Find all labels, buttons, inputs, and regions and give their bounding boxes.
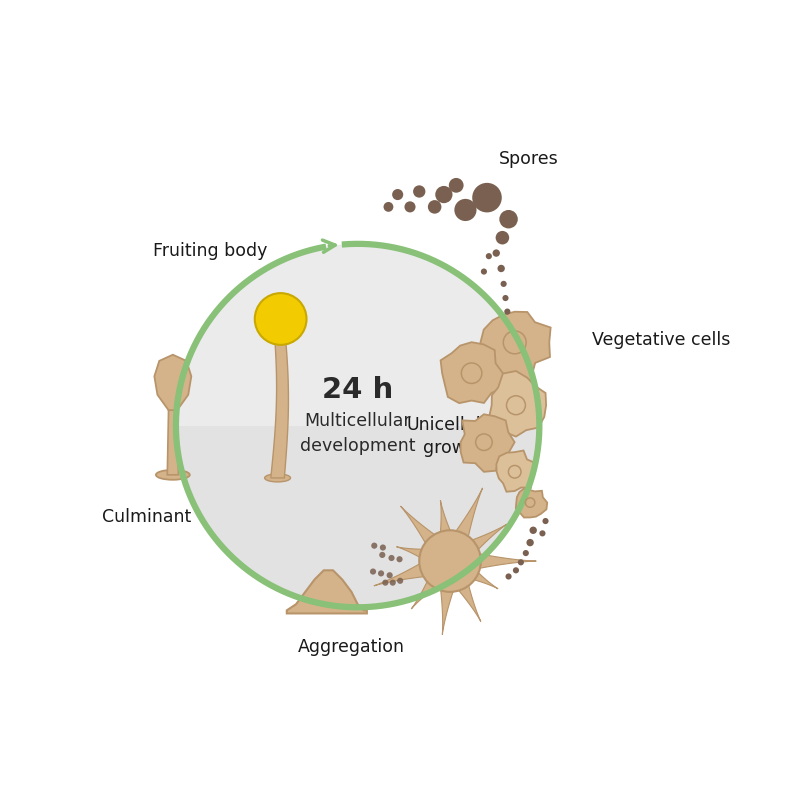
Polygon shape (437, 560, 463, 634)
Ellipse shape (265, 474, 290, 482)
Text: Vegetative cells: Vegetative cells (592, 331, 730, 350)
Circle shape (499, 210, 518, 229)
Circle shape (518, 559, 524, 566)
Circle shape (382, 579, 389, 586)
Polygon shape (437, 500, 463, 563)
Circle shape (502, 295, 509, 301)
Circle shape (486, 253, 492, 259)
Wedge shape (176, 244, 539, 426)
Circle shape (397, 556, 402, 562)
Circle shape (379, 552, 386, 558)
Polygon shape (443, 550, 498, 589)
Circle shape (383, 202, 394, 212)
Circle shape (539, 530, 546, 537)
Ellipse shape (156, 470, 190, 480)
Circle shape (392, 189, 403, 200)
Circle shape (501, 281, 506, 287)
Circle shape (428, 200, 442, 214)
Circle shape (380, 545, 386, 550)
Circle shape (254, 293, 306, 345)
Circle shape (389, 555, 394, 561)
Polygon shape (397, 546, 454, 574)
Circle shape (371, 542, 378, 549)
Text: 24 h: 24 h (322, 376, 394, 404)
Circle shape (405, 202, 415, 213)
Circle shape (530, 526, 537, 534)
Circle shape (542, 518, 549, 524)
Polygon shape (270, 342, 289, 478)
Circle shape (370, 569, 376, 574)
Circle shape (513, 567, 519, 574)
Circle shape (522, 550, 529, 556)
Circle shape (493, 250, 500, 257)
Text: Culminant: Culminant (102, 508, 191, 526)
Polygon shape (496, 450, 536, 492)
Text: Unicellular
growth: Unicellular growth (407, 416, 499, 458)
Circle shape (504, 309, 510, 314)
Circle shape (496, 231, 509, 245)
Polygon shape (286, 570, 367, 614)
Circle shape (386, 572, 393, 578)
Circle shape (472, 183, 502, 213)
Circle shape (413, 186, 426, 198)
Text: Aggregation: Aggregation (298, 638, 405, 656)
Circle shape (378, 570, 384, 577)
Polygon shape (374, 548, 454, 586)
Polygon shape (442, 524, 507, 573)
Circle shape (481, 269, 487, 274)
Circle shape (526, 539, 534, 546)
Circle shape (454, 199, 477, 221)
Circle shape (498, 265, 505, 272)
Polygon shape (411, 553, 461, 609)
Polygon shape (490, 371, 546, 437)
Circle shape (435, 186, 453, 203)
Circle shape (419, 530, 481, 592)
Polygon shape (438, 488, 482, 566)
Polygon shape (167, 410, 178, 475)
Circle shape (397, 578, 403, 584)
Polygon shape (516, 488, 547, 518)
Polygon shape (441, 342, 505, 403)
Polygon shape (154, 354, 191, 410)
Text: Multicellular
development: Multicellular development (300, 413, 415, 455)
Text: Fruiting body: Fruiting body (153, 242, 267, 260)
Polygon shape (450, 547, 536, 574)
Polygon shape (401, 506, 460, 570)
Circle shape (449, 178, 463, 193)
Circle shape (506, 574, 512, 579)
Polygon shape (461, 414, 514, 472)
Wedge shape (176, 426, 539, 607)
Polygon shape (481, 312, 550, 381)
Text: Spores: Spores (499, 150, 559, 168)
Circle shape (390, 579, 396, 586)
Polygon shape (438, 555, 481, 622)
